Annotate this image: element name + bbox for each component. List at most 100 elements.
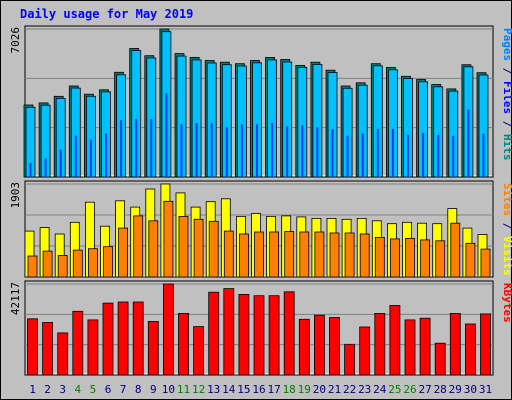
bar-kbytes-day-2 — [42, 322, 53, 376]
x-tick-label: 7 — [120, 383, 127, 396]
bar-pages-day-23 — [361, 133, 364, 177]
panel-visits-sites: 1903 Sites / Visits — [9, 180, 512, 278]
bar-pages-day-1 — [29, 162, 32, 177]
x-tick-label: 26 — [403, 383, 416, 396]
bar-kbytes-day-10 — [162, 283, 174, 376]
x-tick-label: 16 — [252, 383, 265, 396]
chart-panels: 7026 Pages / Files / Hits 1903 Sites / Visi… — [9, 25, 512, 376]
bar-sites-day-26 — [405, 237, 415, 278]
bar-sites-day-22 — [344, 232, 355, 278]
x-tick-label: 4 — [74, 383, 81, 396]
bar-kbytes-day-9 — [147, 320, 159, 376]
bar-sites-day-15 — [238, 233, 249, 278]
x-tick-label: 30 — [464, 383, 477, 396]
bar-sites-day-2 — [42, 250, 53, 278]
axis-title-part: / — [501, 114, 512, 134]
x-axis-labels: 1 2 3 4 5 6 7 8 9 10 11 12 13 14 15 16 17 18 19 20 21 22 23 24 2… — [29, 383, 492, 396]
x-tick-label: 21 — [328, 383, 341, 396]
x-tick-label: 31 — [479, 383, 492, 396]
bar-kbytes-day-22 — [344, 343, 356, 376]
bar-pages-day-12 — [195, 123, 198, 177]
bar-pages-day-30 — [467, 109, 470, 177]
bar-pages-day-19 — [301, 125, 304, 177]
bar-kbytes-day-17 — [268, 295, 280, 376]
bar-pages-day-21 — [331, 129, 334, 177]
bar-kbytes-day-7 — [117, 301, 129, 376]
axis-title-part: / — [501, 61, 512, 81]
x-tick-label: 6 — [105, 383, 112, 396]
panel-kbytes: 42117 KBytes — [9, 280, 512, 376]
chart-title: Daily usage for May 2019 — [20, 7, 193, 21]
bar-pages-day-6 — [105, 133, 107, 177]
bar-sites-day-30 — [465, 242, 476, 278]
bar-kbytes-day-30 — [464, 323, 476, 376]
bar-kbytes-day-4 — [72, 310, 84, 376]
bar-kbytes-day-18 — [283, 291, 295, 376]
panel-axis-title: KBytes — [501, 283, 512, 323]
x-tick-label: 29 — [449, 383, 462, 396]
axis-title-part: Pages — [501, 28, 512, 61]
x-tick-label: 9 — [150, 383, 157, 396]
panel-max-label: 7026 — [9, 27, 22, 54]
x-tick-label: 24 — [373, 383, 387, 396]
bar-pages-day-17 — [271, 123, 274, 177]
bar-sites-day-31 — [480, 248, 491, 278]
bar-pages-day-18 — [286, 126, 289, 177]
axis-title-part: Files — [501, 81, 512, 114]
x-tick-label: 14 — [222, 383, 236, 396]
bar-sites-day-9 — [148, 220, 159, 278]
x-tick-label: 2 — [44, 383, 51, 396]
bar-pages-day-20 — [316, 127, 319, 177]
bar-kbytes-day-15 — [238, 293, 250, 376]
bar-sites-day-16 — [254, 231, 264, 278]
panel-axis-title: Sites / Visits — [501, 183, 512, 276]
bar-sites-day-8 — [133, 215, 144, 278]
axis-title-part: Hits — [501, 134, 512, 161]
axis-title-part: Sites — [501, 183, 512, 216]
bar-sites-day-25 — [389, 238, 400, 278]
bar-sites-day-5 — [88, 248, 98, 278]
panel-max-label: 1903 — [9, 182, 22, 209]
bar-kbytes-day-14 — [223, 288, 235, 376]
bar-sites-day-29 — [450, 222, 461, 278]
bar-sites-day-13 — [208, 220, 219, 278]
bar-pages-day-28 — [437, 134, 440, 177]
axis-title-part: Visits — [501, 236, 512, 276]
bar-pages-day-10 — [165, 93, 168, 177]
bar-kbytes-day-25 — [389, 304, 401, 376]
bar-pages-day-5 — [89, 139, 92, 177]
bar-pages-day-4 — [74, 135, 77, 177]
bar-sites-day-18 — [284, 231, 295, 278]
x-tick-label: 1 — [29, 383, 36, 396]
bar-pages-day-3 — [59, 149, 62, 177]
bar-pages-day-27 — [422, 132, 425, 177]
x-tick-label: 15 — [237, 383, 250, 396]
bar-kbytes-day-5 — [87, 319, 99, 376]
x-tick-label: 10 — [162, 383, 175, 396]
bar-pages-day-16 — [256, 124, 258, 177]
x-tick-label: 22 — [343, 383, 356, 396]
bar-kbytes-day-8 — [132, 301, 144, 376]
x-tick-label: 18 — [283, 383, 296, 396]
x-tick-label: 3 — [59, 383, 66, 396]
bar-kbytes-day-26 — [404, 319, 416, 376]
bar-sites-day-3 — [57, 255, 68, 278]
x-tick-label: 11 — [177, 383, 190, 396]
bar-kbytes-day-1 — [27, 318, 38, 376]
bar-kbytes-day-12 — [193, 326, 205, 376]
bar-pages-day-29 — [452, 135, 455, 177]
bar-sites-day-1 — [27, 255, 38, 278]
x-tick-label: 5 — [90, 383, 97, 396]
panel-hits-files-pages: 7026 Pages / Files / Hits — [9, 25, 512, 178]
bar-sites-day-7 — [118, 227, 128, 278]
bar-pages-day-26 — [407, 134, 409, 177]
bar-pages-day-15 — [240, 124, 243, 177]
x-tick-label: 23 — [358, 383, 371, 396]
bar-kbytes-day-16 — [253, 295, 265, 376]
x-tick-label: 25 — [388, 383, 401, 396]
bar-pages-day-24 — [376, 129, 379, 177]
bar-sites-day-20 — [314, 231, 325, 278]
bar-sites-day-27 — [420, 239, 431, 278]
bar-sites-day-6 — [103, 246, 113, 278]
